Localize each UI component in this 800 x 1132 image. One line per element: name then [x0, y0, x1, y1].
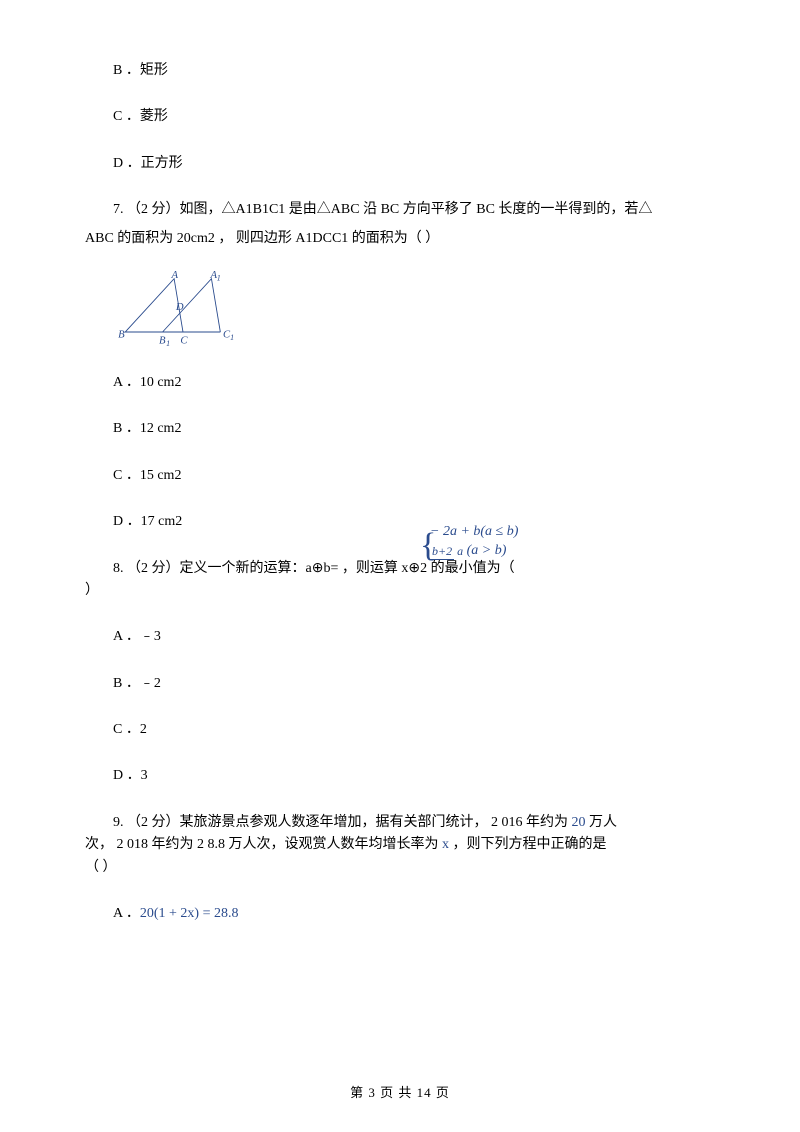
svg-text:1: 1: [230, 333, 234, 342]
q7-option-a: A ．10 cm2: [85, 372, 715, 394]
q9-optA-equation: 20(1 + 2x) = 28.8: [140, 906, 239, 921]
q7-line-1: 7. （2 分）如图，△A1B1C1 是由△ABC 沿 BC 方向平移了 BC …: [85, 199, 715, 221]
q9-l2-a: 次， 2 018 年约为 2 8.8 万人次，设观赏人数年均增长率为: [85, 837, 442, 852]
q9-optA-prefix: A ．: [113, 906, 140, 921]
svg-text:B: B: [159, 336, 166, 347]
q7-option-b: B ．12 cm2: [85, 418, 715, 440]
option-b-prev: B ．矩形: [85, 60, 715, 82]
q8-line-1: 8. （2 分）定义一个新的运算：a⊕b= ，则运算 x⊕2 的最小值为（: [85, 558, 715, 580]
q9-l3: （ ）: [85, 857, 715, 879]
q8-option-b: B ．﹣2: [85, 673, 715, 695]
question-7-stem: 7. （2 分）如图，△A1B1C1 是由△ABC 沿 BC 方向平移了 BC …: [85, 199, 715, 250]
brace-icon: {: [420, 526, 436, 567]
q8-formula-row2-tail: (a > b): [467, 543, 507, 558]
svg-text:D: D: [175, 302, 184, 313]
q8-formula-row1: − 2a + b(a ≤ b): [430, 524, 518, 541]
q8-formula: { − 2a + b(a ≤ b) b+2 a (a > b): [430, 524, 518, 561]
q8-formula-row2: b+2 a (a > b): [430, 543, 518, 560]
page-content: B ．矩形 C ．菱形 D ．正方形 7. （2 分）如图，△A1B1C1 是由…: [85, 60, 715, 925]
q9-var-x: x: [442, 837, 449, 852]
svg-text:B: B: [118, 329, 125, 340]
q7-option-c: C ．15 cm2: [85, 465, 715, 487]
q8-option-a: A ．﹣3: [85, 626, 715, 648]
svg-text:A: A: [170, 270, 178, 281]
svg-text:1: 1: [166, 339, 170, 348]
q8-frac-den: a: [457, 543, 463, 558]
q7-figure: B A A1 B1 C C1 D: [113, 268, 715, 348]
q9-option-a: A ．20(1 + 2x) = 28.8: [85, 903, 715, 925]
svg-text:1: 1: [217, 273, 221, 282]
q7-line-2: ABC 的面积为 20cm2 ， 则四边形 A1DCC1 的面积为（ ）: [85, 228, 715, 250]
q9-num-20: 20: [572, 815, 586, 830]
q9-l2-b: ，则下列方程中正确的是: [449, 837, 607, 852]
svg-text:C: C: [180, 336, 188, 347]
question-9-stem: 9. （2 分）某旅游景点参观人数逐年增加，据有关部门统计， 2 016 年约为…: [85, 812, 715, 879]
option-c-prev: C ．菱形: [85, 106, 715, 128]
q7-option-d: D ．17 cm2: [85, 511, 715, 533]
q8-option-d: D ．3: [85, 765, 715, 787]
q9-l1-b: 万人: [586, 815, 618, 830]
question-8-stem: { − 2a + b(a ≤ b) b+2 a (a > b) 8. （2 分）…: [85, 558, 715, 603]
page-footer: 第 3 页 共 14 页: [0, 1083, 800, 1104]
q9-l1-a: 9. （2 分）某旅游景点参观人数逐年增加，据有关部门统计， 2 016 年约为: [113, 815, 572, 830]
q8-option-c: C ．2: [85, 719, 715, 741]
option-d-prev: D ．正方形: [85, 153, 715, 175]
q8-line-2: ）: [85, 580, 715, 602]
